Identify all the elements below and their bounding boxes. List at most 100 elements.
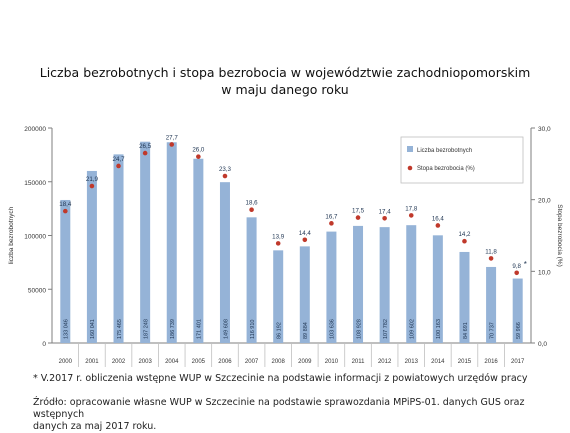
- bar-2006: [219, 182, 230, 343]
- legend-label-rate: Stopa bezrobocia (%): [417, 166, 475, 172]
- asterisk-annotation: *: [524, 260, 527, 269]
- bar-value-label: 86 192: [276, 322, 282, 339]
- x-tick-label: 2010: [325, 359, 339, 365]
- bar-2004: [166, 142, 177, 343]
- x-tick-label: 2009: [298, 359, 312, 365]
- x-tick-label: 2012: [378, 359, 392, 365]
- rate-label: 11,8: [485, 248, 497, 255]
- x-tick-label: 2011: [352, 359, 366, 365]
- rate-label: 16,4: [432, 215, 445, 222]
- bar-2001: [86, 170, 97, 343]
- y-axis-right-title: Stopa bezrobocia (%): [556, 204, 563, 267]
- bar-2017: [512, 278, 523, 343]
- bar-value-label: 70 737: [489, 322, 495, 339]
- rate-point-2000: [63, 208, 68, 214]
- rate-label: 24,7: [113, 156, 126, 163]
- rate-point-2014: [435, 223, 441, 228]
- x-tick-label: 2005: [192, 359, 206, 365]
- rate-point-2017: [514, 270, 519, 276]
- rate-point-2004: [169, 142, 175, 147]
- rate-label: 21,9: [86, 176, 99, 183]
- rate-point-2010: [329, 221, 334, 226]
- rate-label: 14,2: [458, 231, 471, 238]
- bar-2014: [432, 235, 443, 343]
- legend-label-bars: Liczba bezrobotnych: [417, 148, 472, 154]
- chart-title: Liczba bezrobotnych i stopa bezrobocia w…: [0, 64, 570, 98]
- x-tick-label: 2008: [272, 359, 286, 365]
- footnote: * V.2017 r. obliczenia wstępne WUP w Szc…: [33, 373, 528, 384]
- bar-2016: [486, 266, 497, 343]
- bar-value-label: 175 465: [117, 319, 123, 339]
- rate-label: 18,4: [59, 201, 72, 208]
- x-tick-label: 2006: [218, 359, 232, 365]
- rate-point-2015: [462, 238, 467, 244]
- bar-value-label: 108 928: [356, 319, 362, 339]
- source-note-line-1: Źródło: opracowanie własne WUP w Szczeci…: [33, 397, 525, 420]
- rate-point-2002: [116, 163, 121, 169]
- rate-point-2005: [196, 154, 201, 159]
- bar-2011: [353, 225, 364, 343]
- bar-value-label: 116 910: [250, 320, 256, 339]
- y-right-tick-label: 30,0: [538, 126, 551, 133]
- rate-label: 16,7: [325, 213, 338, 220]
- bar-value-label: 103 636: [330, 319, 336, 339]
- rate-point-2012: [382, 216, 387, 221]
- y-left-tick-label: 0: [42, 341, 46, 348]
- bar-2010: [326, 231, 337, 343]
- x-tick-label: 2003: [138, 359, 152, 365]
- rate-label: 13,9: [272, 233, 285, 240]
- rate-point-2013: [408, 213, 414, 218]
- bar-2013: [406, 225, 417, 343]
- y-left-tick-label: 50000: [28, 287, 46, 294]
- labels-layer: 133 046 160 041 175 465 187 248 186 739 171 4…: [59, 134, 527, 339]
- y-axis-left-title: liczba bezrobotnych: [8, 206, 15, 264]
- source-note-line-2: danych za maj 2017 roku.: [33, 421, 157, 432]
- legend-swatch-rate: [407, 165, 413, 171]
- axes-layer: 0 50000 100000 150000 200000 0,0 10,0 20,0 30,0 l…: [8, 126, 563, 367]
- rate-label: 23,3: [219, 166, 232, 173]
- legend-swatch-bars: [407, 146, 413, 152]
- bar-value-label: 89 884: [303, 322, 309, 339]
- bar-value-label: 149 608: [223, 319, 229, 339]
- bar-value-label: 187 248: [143, 319, 149, 339]
- x-tick-label: 2001: [85, 359, 99, 365]
- y-left-tick-label: 150000: [24, 180, 46, 187]
- rate-point-2011: [355, 215, 361, 220]
- rate-label: 14,4: [299, 230, 312, 237]
- rate-label: 9,8: [512, 263, 521, 270]
- x-tick-label: 2007: [245, 359, 259, 365]
- rate-point-2016: [488, 256, 494, 261]
- legend: Liczba bezrobotnych Stopa bezrobocia (%): [400, 136, 524, 184]
- x-tick-label: 2004: [165, 359, 179, 365]
- rate-point-2008: [275, 241, 281, 246]
- x-tick-label: 2015: [458, 359, 472, 365]
- x-tick-label: 2013: [405, 359, 419, 365]
- y-right-tick-label: 10,0: [538, 269, 551, 276]
- bar-2002: [113, 154, 124, 343]
- rate-label: 26,0: [192, 147, 205, 154]
- bar-value-label: 84 691: [463, 322, 469, 339]
- x-tick-label: 2002: [112, 359, 126, 365]
- bar-value-label: 107 782: [383, 319, 389, 339]
- source-note: Źródło: opracowanie własne WUP w Szczeci…: [33, 397, 558, 433]
- chart-title-line-2: w maju danego roku: [221, 82, 349, 97]
- bar-2009: [299, 246, 310, 343]
- points-layer: [63, 142, 519, 276]
- bar-value-label: 109 602: [410, 319, 416, 339]
- rate-point-2007: [249, 207, 254, 212]
- y-right-tick-label: 0,0: [538, 341, 547, 348]
- bar-value-label: 59 966: [516, 322, 522, 339]
- bar-2003: [140, 141, 151, 343]
- rate-point-2006: [222, 173, 228, 179]
- bars-layer: [60, 141, 523, 343]
- x-tick-label: 2000: [59, 359, 73, 365]
- bar-value-label: 133 046: [64, 319, 70, 339]
- y-left-tick-label: 100000: [24, 234, 46, 241]
- rate-point-2003: [142, 150, 148, 156]
- bar-2005: [193, 158, 204, 343]
- rate-label: 17,5: [352, 208, 365, 215]
- rate-point-2009: [302, 237, 308, 243]
- bar-2012: [379, 227, 390, 343]
- rate-label: 26,5: [139, 143, 152, 150]
